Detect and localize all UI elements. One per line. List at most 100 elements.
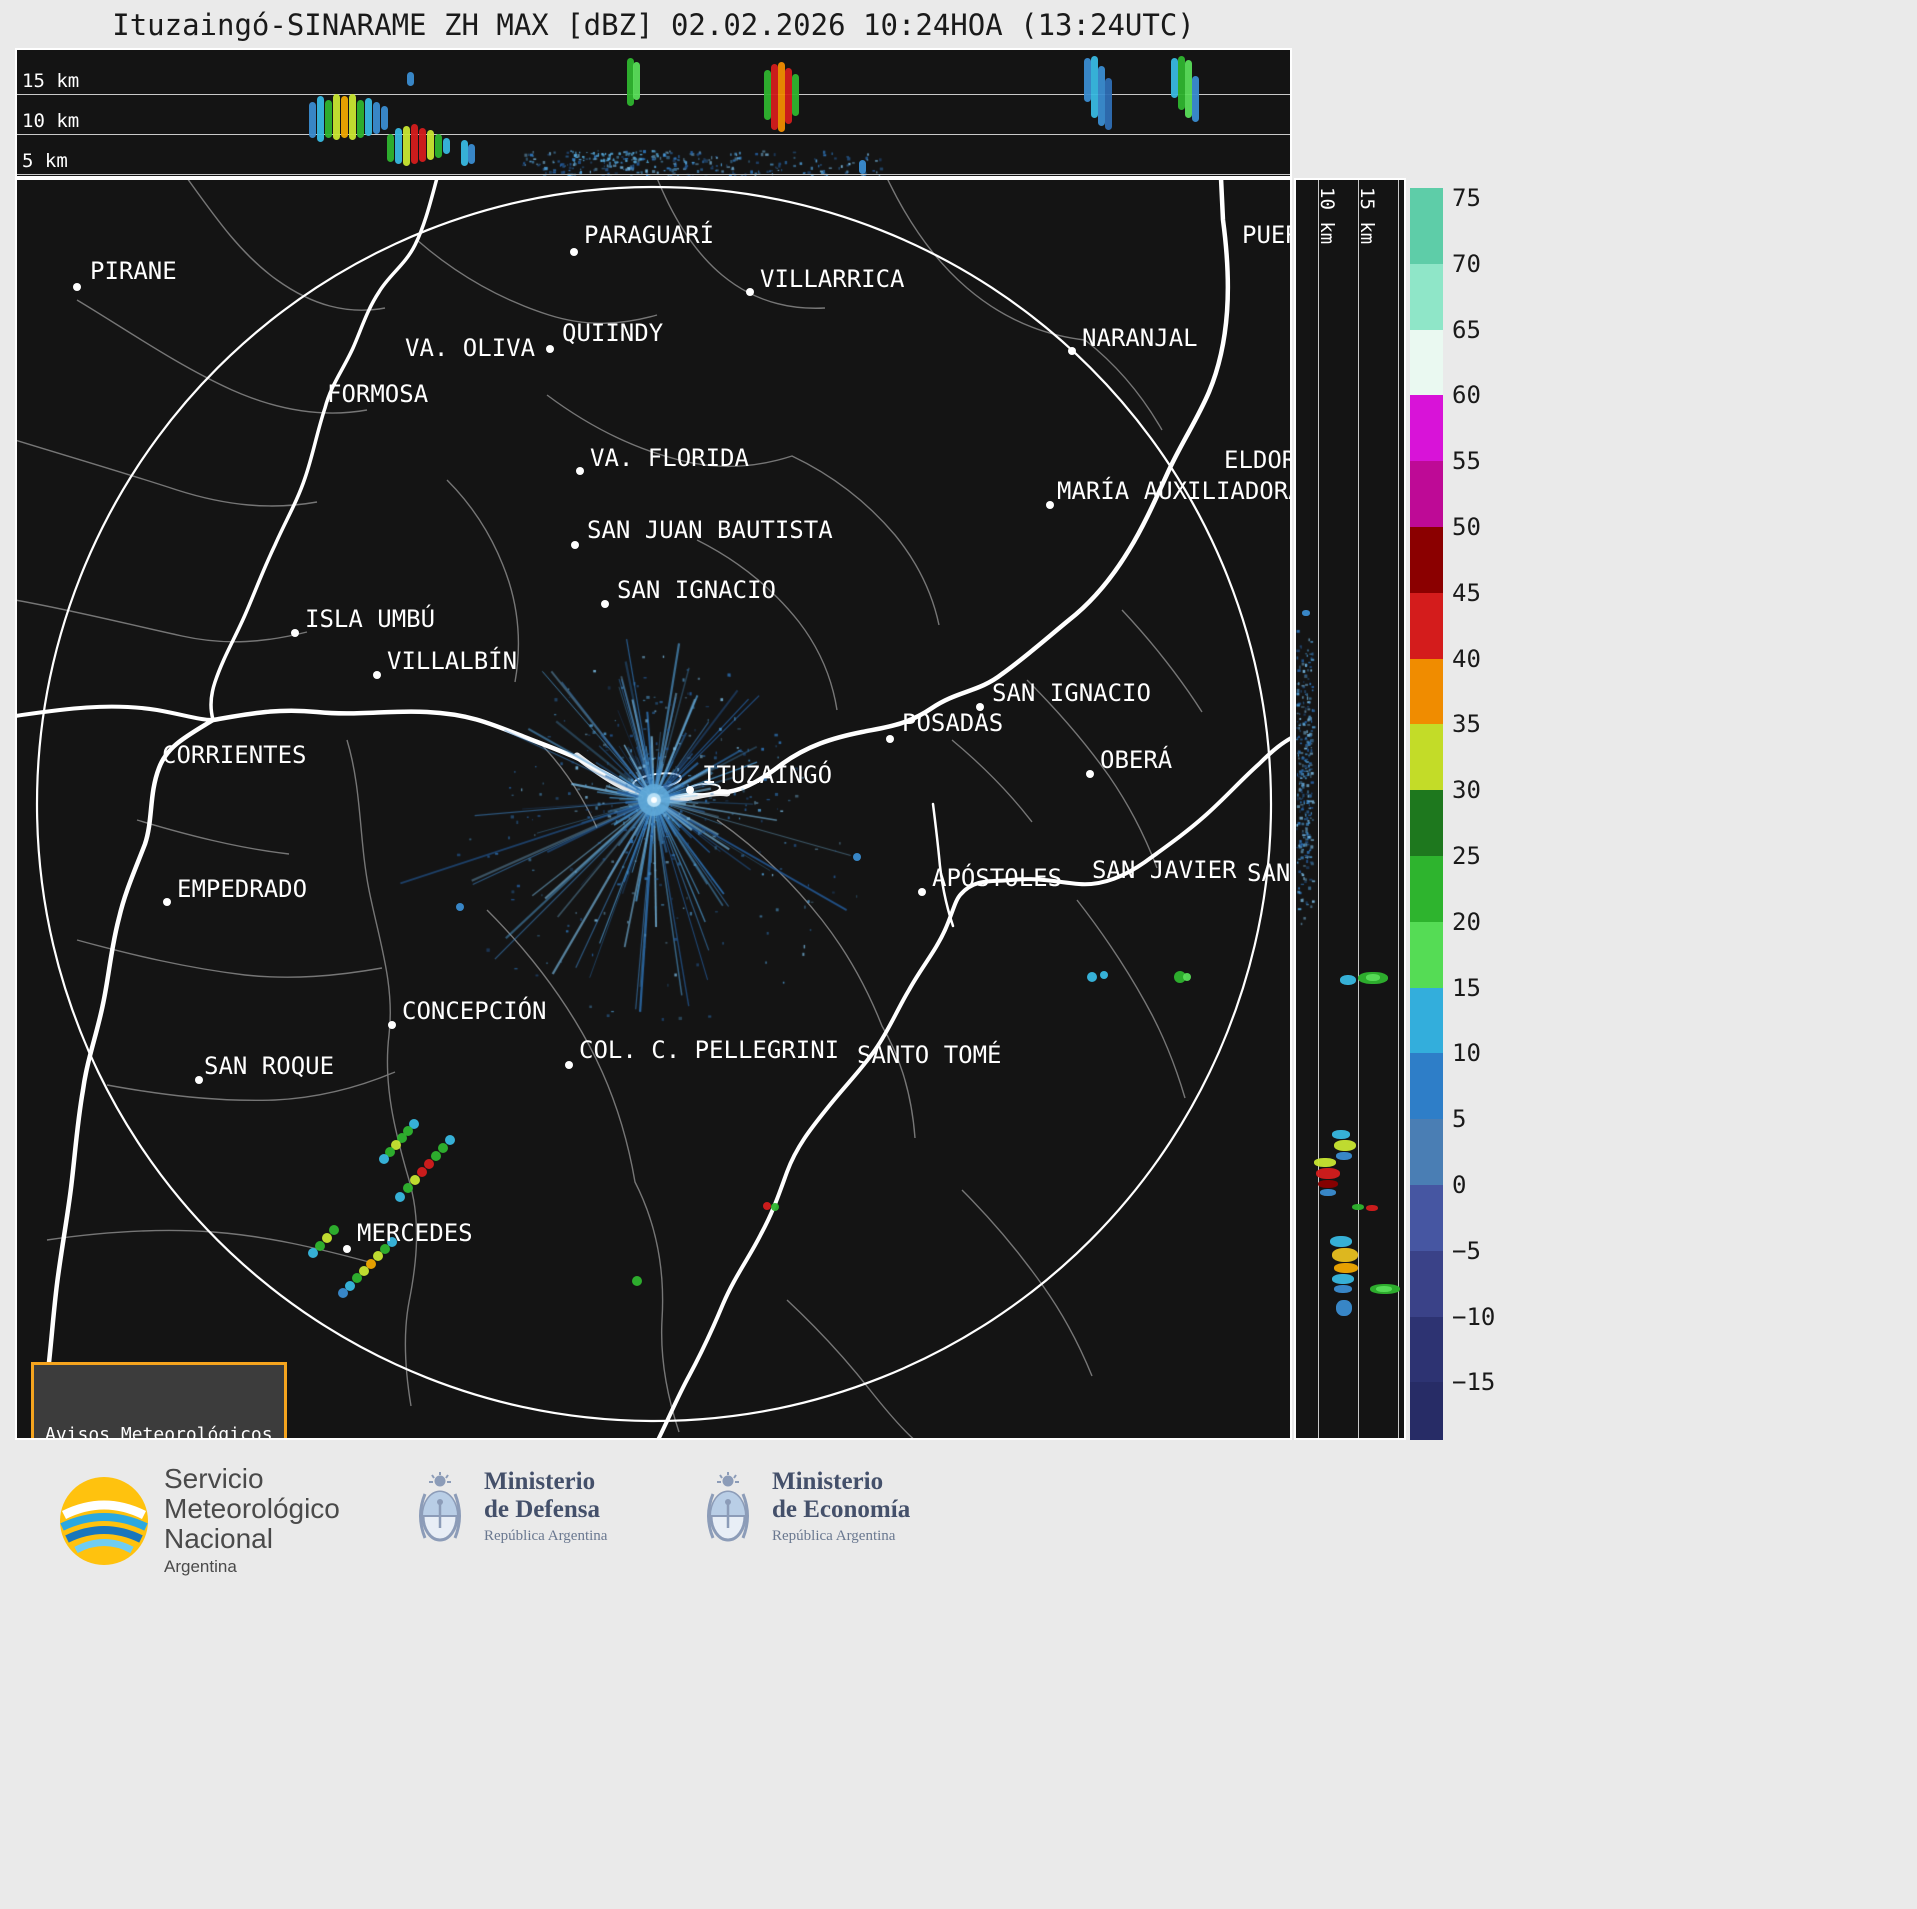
colorbar-tick-label: 65 [1452,315,1481,344]
height-gridline-15km-v [1398,180,1399,1438]
echo-streak [792,74,799,116]
echo-streak [395,128,402,164]
footer: Servicio Meteorológico Nacional Argentin… [0,1452,1917,1909]
ministry-name-line: de Economía [772,1496,911,1523]
echo-streak [1098,66,1105,126]
echo-streak [1192,76,1199,122]
colorbar-tick-label: 30 [1452,776,1481,805]
echo-dot [397,1133,407,1143]
colorbar-tick-label: −15 [1452,1368,1496,1397]
colorbar-tick-label: 0 [1452,1171,1467,1199]
echo-streak [461,140,468,166]
city-label: SAN ROQUE [204,1052,335,1080]
echo-blob [1332,1248,1358,1262]
city-label: PIRANE [90,257,177,285]
echo-streak [333,94,340,140]
colorbar-segment [1410,1119,1443,1186]
colorbar-segment [1410,1185,1443,1252]
echo-blob [1376,1286,1392,1292]
echo-blob [1352,1204,1364,1210]
colorbar-segment [1410,592,1443,660]
echo-dot [445,1135,455,1145]
echo-dot [359,1266,369,1276]
colorbar-segment [1410,263,1443,331]
colorbar-extend-top [1410,188,1443,198]
echo-dot [329,1225,339,1235]
city-label: VA. OLIVA [405,334,536,362]
city-label: SAN [1247,859,1291,887]
ministry-name-line: de Defensa [484,1496,600,1523]
city-label: SAN JAVIER [1092,856,1237,884]
ministry-country: República Argentina [484,1528,608,1544]
echo-streak [365,98,372,136]
city-dot [601,600,609,608]
city-label: SANTO TOMÉ [857,1041,1002,1069]
colorbar-segment [1410,527,1443,594]
height-gridline-5km [17,174,1290,175]
city-label: VA. FLORIDA [590,444,749,472]
ministry-name-line: Ministerio [772,1468,884,1495]
echo-streak [325,100,332,138]
colorbar-tick-label: 25 [1452,842,1481,870]
warning-banner[interactable]: Avisos Meteorológicos a Muy Corto Plazo [31,1362,287,1438]
city-label: MARÍA AUXILIADORA [1057,477,1292,505]
colorbar-segment [1410,724,1443,791]
echo-streak [764,70,771,120]
echo-dot [409,1119,419,1129]
echo-dot [387,1237,397,1247]
echo-blob [1334,1285,1352,1293]
city-label: NARANJAL [1082,324,1198,352]
side-panel-echo-canvas [1296,180,1404,1438]
colorbar-segment [1410,1316,1443,1383]
colorbar-tick-label: 75 [1452,184,1481,212]
city-dot [918,888,926,896]
smn-logo: Servicio Meteorológico Nacional Argentin… [58,1464,340,1577]
ministry-name-line: Ministerio [484,1468,596,1495]
height-label-5km: 5 km [22,150,68,172]
colorbar-segment [1410,790,1443,857]
city-dot [576,467,584,475]
city-dot [163,898,171,906]
echo-streak [317,96,324,142]
echo-streak [771,64,778,130]
echo-streak [309,102,316,138]
echo-dot [632,1276,642,1286]
echo-dot [1100,971,1108,979]
city-dot [746,288,754,296]
echo-dot [438,1143,448,1153]
ministerio-defensa-logo: Ministerio de Defensa República Argentin… [412,1468,607,1545]
echo-streak [785,68,792,124]
echo-blob [1334,1140,1356,1151]
height-gridline-5km-v [1318,180,1319,1438]
city-dot [976,703,984,711]
city-dot [1068,347,1076,355]
echo-dot [1087,972,1097,982]
city-label: OBERÁ [1100,746,1173,774]
echo-streak [1178,56,1185,110]
city-label: CORRIENTES [162,741,307,769]
city-label: VILLALBÍN [387,647,518,675]
colorbar-tick-label: −10 [1452,1302,1496,1331]
echo-streak [427,130,434,160]
colorbar-segment [1410,329,1443,396]
echo-dot [1183,973,1191,981]
echo-blob [1334,1263,1358,1273]
city-dot [1046,501,1054,509]
echo-streak [341,96,348,138]
colorbar-segment [1410,856,1443,923]
echo-streak [381,106,388,130]
echo-blob [1316,1168,1340,1179]
colorbar-tick-label: −5 [1452,1236,1481,1265]
echo-dot [395,1192,405,1202]
echo-streak [468,144,475,164]
city-label: APÓSTOLES [932,864,1063,892]
echo-blob [1340,975,1356,985]
city-dot [546,345,554,353]
colorbar-segment [1410,1250,1443,1318]
echo-blob [1332,1130,1350,1139]
echo-streak [403,126,410,166]
height-label-15km-v: 15 km [1356,187,1378,245]
height-label-10km: 10 km [22,110,80,132]
echo-streak [633,62,640,100]
colorbar-tick-label: 5 [1452,1105,1467,1134]
